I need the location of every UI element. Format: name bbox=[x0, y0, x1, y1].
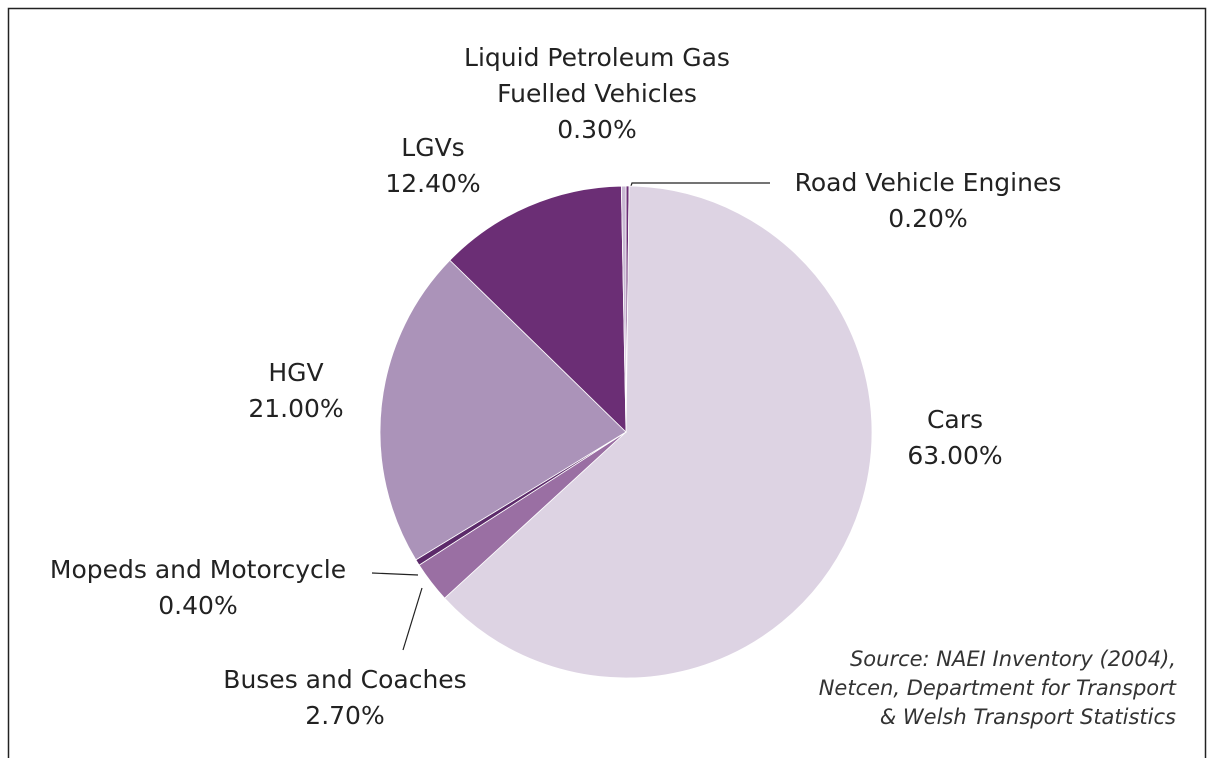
leader-line bbox=[402, 587, 423, 651]
slice-label: Mopeds and Motorcycle 0.40% bbox=[50, 552, 346, 624]
category-label: Liquid Petroleum Gas Fuelled Vehicles bbox=[464, 43, 730, 108]
source-line: Source: NAEI Inventory (2004), bbox=[849, 647, 1176, 671]
leader-line bbox=[371, 572, 419, 576]
value-label: 63.00% bbox=[907, 441, 1003, 470]
slice-label: LGVs 12.40% bbox=[385, 130, 480, 202]
category-label: LGVs bbox=[401, 133, 465, 162]
value-label: 0.40% bbox=[158, 591, 238, 620]
slice-label: HGV 21.00% bbox=[248, 355, 343, 427]
value-label: 0.20% bbox=[888, 204, 968, 233]
category-label: Road Vehicle Engines bbox=[794, 168, 1062, 197]
source-line: Netcen, Department for Transport bbox=[818, 676, 1176, 700]
source-note: Source: NAEI Inventory (2004), Netcen, De… bbox=[819, 645, 1176, 732]
source-line: & Welsh Transport Statistics bbox=[879, 705, 1176, 729]
category-label: Buses and Coaches bbox=[223, 665, 467, 694]
frame bbox=[7, 7, 1207, 758]
value-label: 12.40% bbox=[385, 169, 481, 198]
slice-label: Road Vehicle Engines 0.20% bbox=[795, 165, 1062, 237]
pie-slice bbox=[449, 185, 627, 433]
value-label: 0.30% bbox=[557, 115, 637, 144]
category-label: Cars bbox=[926, 405, 984, 434]
slice-label: Cars 63.00% bbox=[907, 402, 1002, 474]
value-label: 2.70% bbox=[305, 701, 385, 730]
pie-slice bbox=[379, 259, 627, 561]
pie-slice bbox=[620, 185, 627, 433]
pie-slice bbox=[444, 185, 873, 679]
slice-label: Buses and Coaches 2.70% bbox=[223, 662, 466, 734]
value-label: 21.00% bbox=[248, 394, 344, 423]
category-label: HGV bbox=[268, 358, 324, 387]
slice-label: Liquid Petroleum Gas Fuelled Vehicles 0.3… bbox=[427, 40, 767, 148]
category-label: Mopeds and Motorcycle bbox=[49, 555, 347, 584]
